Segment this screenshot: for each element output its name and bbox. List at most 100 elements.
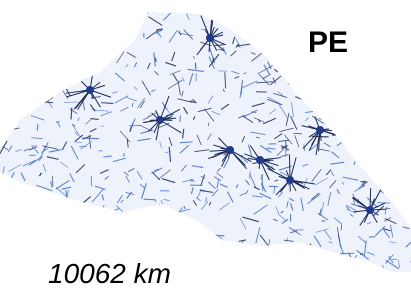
road	[326, 94, 339, 95]
road	[247, 6, 248, 21]
road	[389, 110, 393, 113]
road	[266, 261, 270, 273]
road	[49, 234, 54, 237]
town	[316, 126, 324, 134]
road	[127, 28, 130, 29]
road	[230, 17, 241, 24]
road	[134, 232, 137, 234]
road	[31, 247, 33, 262]
road	[21, 34, 26, 37]
road	[45, 252, 50, 256]
road	[397, 148, 402, 150]
road	[300, 267, 305, 275]
road	[195, 63, 196, 69]
road	[150, 213, 165, 215]
road	[188, 0, 199, 9]
road	[307, 253, 310, 254]
road	[88, 220, 101, 227]
road	[90, 24, 99, 35]
road	[13, 189, 18, 204]
road	[270, 251, 275, 264]
road	[355, 146, 357, 155]
road	[6, 1, 8, 12]
road	[199, 257, 211, 261]
road	[20, 227, 21, 238]
road	[102, 35, 104, 38]
road	[116, 240, 123, 247]
road	[286, 57, 300, 64]
road	[10, 245, 19, 256]
road	[330, 103, 333, 107]
road	[127, 22, 139, 29]
road	[355, 135, 361, 138]
road	[324, 75, 325, 83]
road	[64, 24, 74, 33]
road	[291, 23, 293, 26]
road	[11, 20, 19, 29]
road	[250, 270, 263, 277]
road	[251, 8, 261, 13]
road	[252, 0, 254, 5]
road	[1, 184, 16, 187]
road	[38, 248, 42, 252]
road	[252, 255, 254, 258]
road	[246, 246, 258, 248]
road	[26, 203, 27, 212]
road	[285, 58, 290, 64]
road	[352, 8, 353, 15]
road	[223, 264, 226, 265]
road	[92, 5, 105, 7]
road	[86, 241, 89, 256]
road	[15, 219, 21, 228]
road	[345, 265, 348, 267]
road	[69, 74, 75, 81]
road	[349, 38, 353, 40]
road	[343, 3, 346, 5]
road	[99, 205, 104, 219]
road	[354, 92, 357, 93]
road	[67, 233, 71, 247]
road	[351, 20, 354, 22]
road	[359, 123, 367, 138]
road	[348, 63, 353, 73]
road	[387, 146, 393, 149]
road	[343, 121, 345, 126]
road	[377, 44, 387, 57]
road	[114, 222, 123, 231]
road	[126, 2, 127, 19]
road	[47, 213, 53, 222]
road	[68, 57, 73, 58]
road	[187, 233, 196, 237]
road	[5, 130, 7, 137]
road	[258, 253, 263, 266]
road	[388, 164, 397, 175]
road	[393, 165, 394, 168]
town	[286, 176, 294, 184]
road	[279, 63, 282, 64]
road	[319, 90, 329, 91]
road	[249, 1, 250, 6]
road	[8, 85, 18, 97]
road	[375, 1, 380, 15]
road	[364, 46, 371, 49]
road	[342, 270, 356, 272]
road	[135, 9, 138, 11]
road	[185, 257, 191, 268]
road	[405, 29, 411, 32]
road	[177, 241, 186, 245]
road	[15, 97, 19, 100]
road	[79, 75, 81, 78]
road	[227, 3, 242, 7]
road	[58, 206, 65, 209]
road	[38, 205, 53, 210]
road	[217, 268, 228, 280]
road	[59, 232, 61, 235]
road	[347, 112, 356, 116]
road	[68, 230, 83, 233]
road	[395, 169, 400, 170]
road	[256, 0, 270, 8]
road	[141, 213, 148, 214]
road	[216, 268, 225, 278]
road	[239, 18, 242, 26]
road	[228, 8, 230, 14]
